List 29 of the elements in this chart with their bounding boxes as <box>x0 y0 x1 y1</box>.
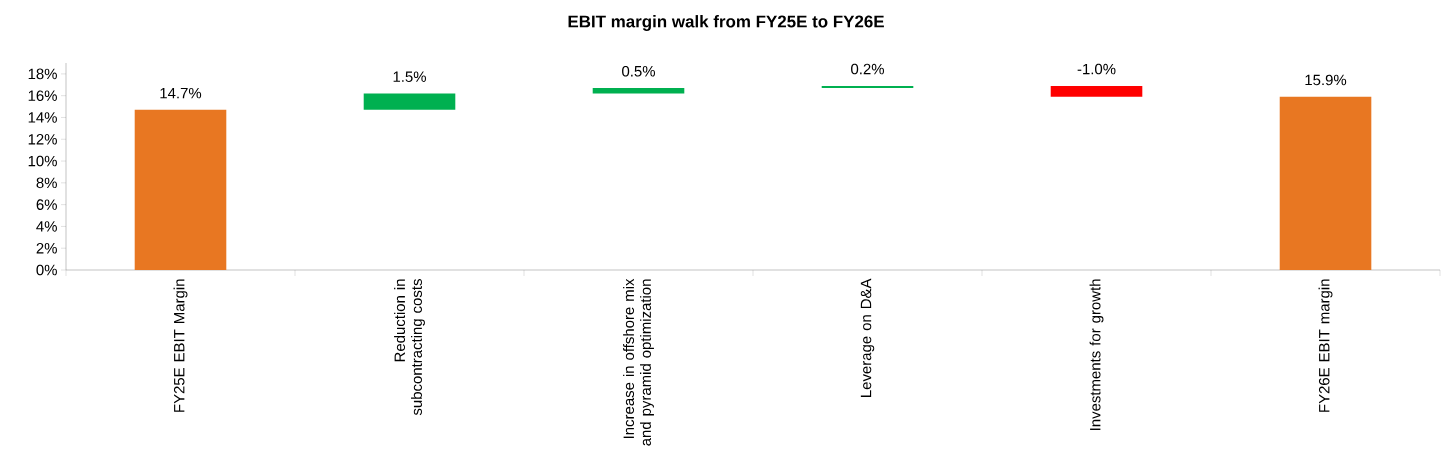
x-tick-label: FY26E EBIT margin <box>1318 279 1333 412</box>
data-label: 15.9% <box>1305 74 1347 86</box>
data-label: -1.0% <box>1077 63 1116 75</box>
y-tick-label: 16% <box>28 90 57 101</box>
y-tick-label: 8% <box>36 177 57 189</box>
bar <box>821 85 914 89</box>
y-tick-label: 14% <box>28 112 57 123</box>
bar <box>1050 85 1143 97</box>
data-label: 1.5% <box>393 71 426 82</box>
data-label: 0.2% <box>851 63 884 75</box>
x-tick-label: FY25E EBIT Margin <box>173 279 188 412</box>
chart-title: EBIT margin walk from FY25E to FY26E <box>568 15 884 31</box>
x-tick-label: Increase in offshore mix and pyramid optimization <box>623 278 654 446</box>
bar <box>592 88 685 94</box>
y-tick-label: 2% <box>36 242 57 254</box>
data-label: 0.5% <box>622 65 655 77</box>
y-tick-label: 6% <box>36 199 57 210</box>
y-tick-label: 10% <box>28 155 57 167</box>
x-tick-label: Leverage on D&A <box>860 278 875 397</box>
y-tick-label: 0% <box>36 264 57 276</box>
bar <box>134 109 227 270</box>
y-tick-label: 18% <box>28 68 57 80</box>
bar <box>1279 96 1372 270</box>
data-label: 14.7% <box>160 87 202 99</box>
y-tick-label: 12% <box>28 134 57 145</box>
y-tick-label: 4% <box>36 221 57 232</box>
x-tick-label: Investments for growth <box>1089 279 1104 430</box>
x-tick-label: Reduction in subcontracting costs <box>394 279 425 416</box>
bar <box>363 93 456 110</box>
